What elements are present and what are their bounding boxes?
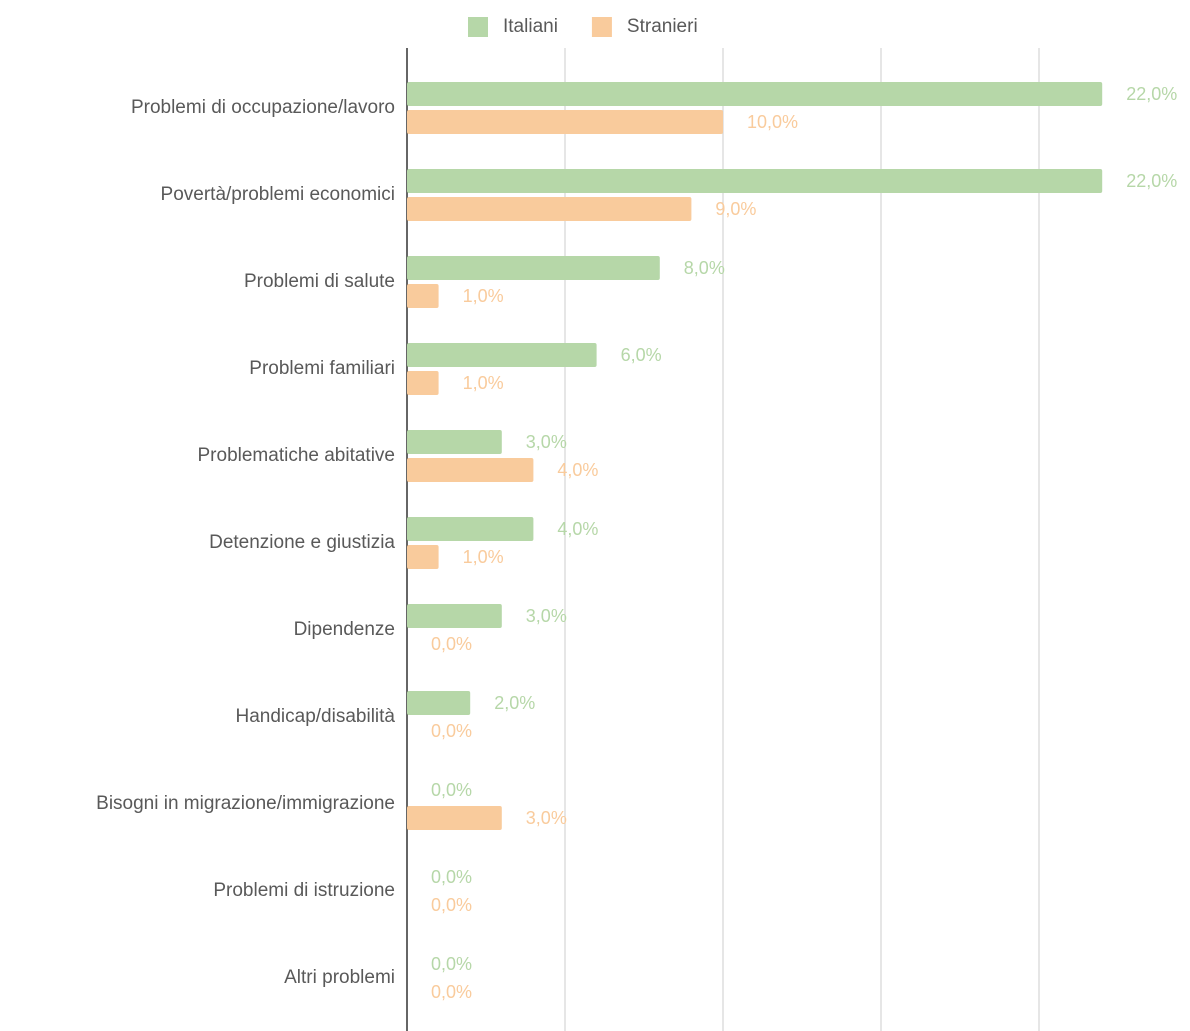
value-label: 0,0%: [431, 895, 472, 915]
value-label: 3,0%: [526, 808, 567, 828]
category-label: Problemi di occupazione/lavoro: [131, 97, 395, 118]
value-label: 0,0%: [431, 954, 472, 974]
legend-swatch: [591, 17, 612, 37]
value-label: 22,0%: [1126, 84, 1177, 104]
legend-label: Stranieri: [627, 16, 698, 37]
category-label: Problematiche abitative: [198, 445, 396, 466]
value-label: 10,0%: [747, 112, 798, 132]
bar: [407, 256, 660, 280]
bar: [407, 371, 439, 395]
value-label: 0,0%: [431, 982, 472, 1002]
value-label: 1,0%: [463, 373, 504, 393]
value-label: 0,0%: [431, 780, 472, 800]
bar: [407, 545, 439, 569]
bar: [407, 197, 692, 221]
legend-label: Italiani: [503, 16, 558, 37]
value-label: 8,0%: [684, 258, 725, 278]
category-label: Detenzione e giustizia: [209, 532, 395, 553]
category-label: Dipendenze: [294, 619, 395, 640]
legend-swatch: [468, 17, 488, 37]
bar: [407, 110, 723, 134]
value-label: 0,0%: [431, 721, 472, 741]
value-label: 9,0%: [715, 199, 756, 219]
value-label: 2,0%: [494, 693, 535, 713]
category-label: Problemi di istruzione: [213, 880, 395, 901]
category-label: Povertà/problemi economici: [161, 184, 395, 205]
category-label: Problemi familiari: [249, 358, 395, 379]
category-label: Handicap/disabilità: [236, 706, 396, 727]
value-label: 4,0%: [557, 519, 598, 539]
bar: [407, 82, 1103, 106]
bar: [407, 517, 534, 541]
value-label: 6,0%: [621, 345, 662, 365]
bar: [407, 604, 502, 628]
value-label: 22,0%: [1126, 171, 1177, 191]
category-label: Altri problemi: [284, 967, 395, 988]
value-label: 3,0%: [526, 606, 567, 626]
value-label: 3,0%: [526, 432, 567, 452]
bar: [407, 343, 597, 367]
value-label: 1,0%: [463, 286, 504, 306]
bar: [407, 169, 1103, 193]
bar: [407, 806, 502, 830]
category-label: Problemi di salute: [244, 271, 395, 292]
value-label: 0,0%: [431, 867, 472, 887]
category-label: Bisogni in migrazione/immigrazione: [96, 793, 395, 814]
bar: [407, 458, 534, 482]
bar: [407, 284, 439, 308]
value-label: 0,0%: [431, 634, 472, 654]
value-label: 1,0%: [463, 547, 504, 567]
bar: [407, 691, 471, 715]
bar: [407, 430, 502, 454]
value-label: 4,0%: [557, 460, 598, 480]
